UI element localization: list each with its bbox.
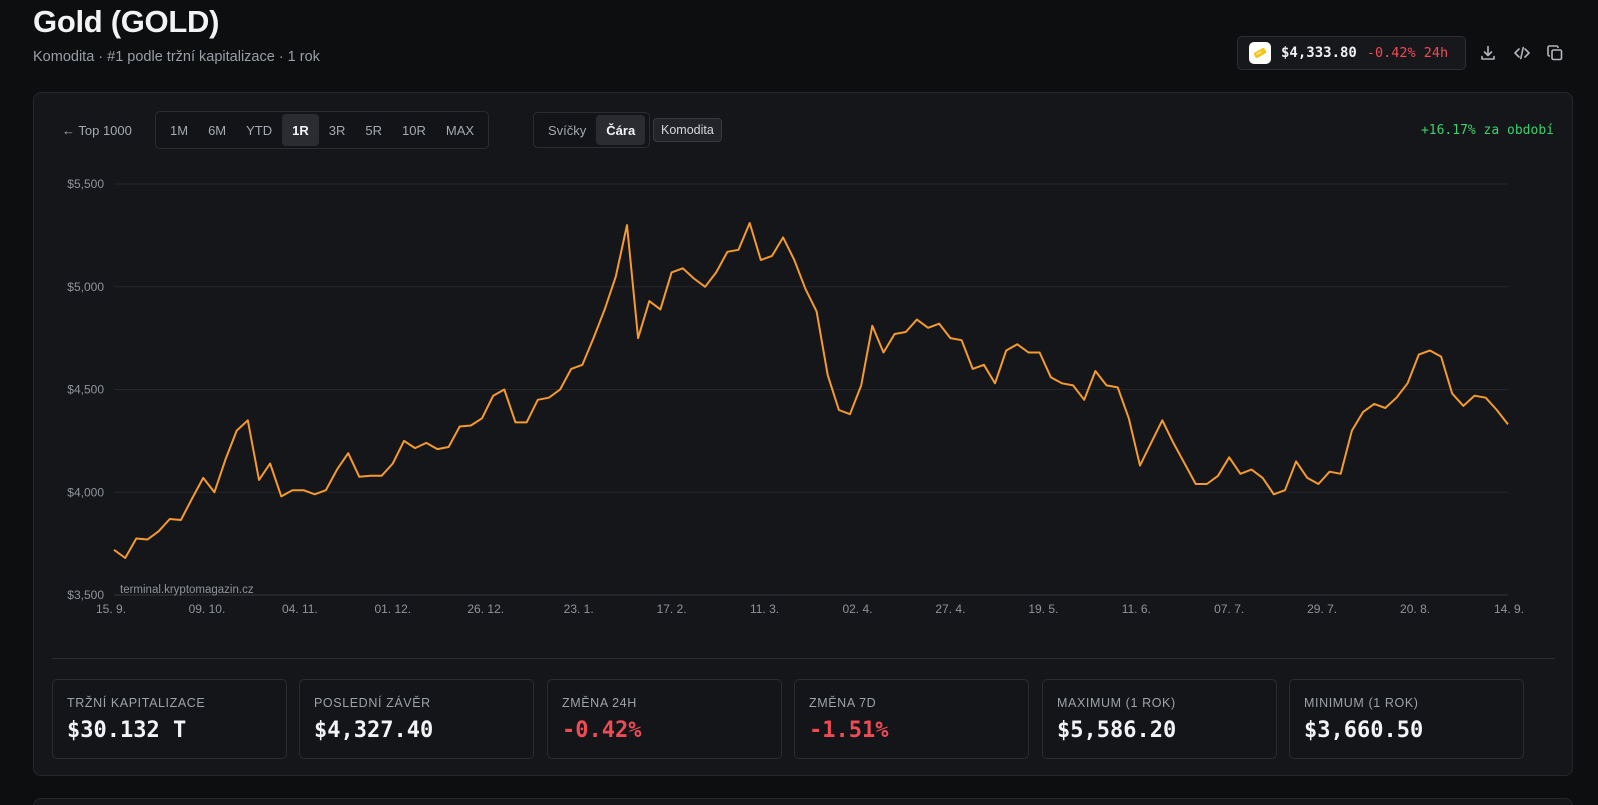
range-button[interactable]: 6M bbox=[208, 122, 227, 138]
x-tick-label: 14. 9. bbox=[1494, 602, 1524, 616]
x-tick-label: 01. 12. bbox=[374, 602, 411, 616]
range-button[interactable]: 5R bbox=[365, 122, 382, 138]
x-tick-label: 07. 7. bbox=[1214, 602, 1244, 616]
stat-tile: ZMĚNA 7D -1.51% bbox=[794, 679, 1029, 759]
x-tick-label: 04. 11. bbox=[282, 602, 318, 616]
stat-value: $3,660.50 bbox=[1304, 718, 1424, 743]
x-tick-label: 29. 7. bbox=[1307, 602, 1337, 616]
x-tick-label: 02. 4. bbox=[842, 602, 872, 616]
x-tick-label: 15. 9. bbox=[96, 602, 126, 616]
x-tick-label: 17. 2. bbox=[657, 602, 687, 616]
x-tick-label: 09. 10. bbox=[189, 602, 226, 616]
download-icon[interactable] bbox=[1476, 41, 1500, 65]
chart-type-candles[interactable]: Svíčky bbox=[548, 122, 587, 138]
x-tick-label: 23. 1. bbox=[564, 602, 594, 616]
range-button[interactable]: 3R bbox=[328, 122, 346, 138]
chart-card: ← Top 1000 1M 6M YTD 1R 3R 5R 10R MAX Sv… bbox=[33, 92, 1573, 776]
page-title: Gold (GOLD) bbox=[33, 4, 220, 39]
x-tick-label: 11. 6. bbox=[1122, 602, 1151, 616]
embed-code-icon[interactable] bbox=[1510, 41, 1534, 65]
stat-value: $30.132 T bbox=[67, 718, 187, 743]
stat-tile: MINIMUM (1 ROK) $3,660.50 bbox=[1289, 679, 1524, 759]
period-change: +16.17% za období bbox=[1420, 123, 1554, 138]
stat-label: ZMĚNA 24H bbox=[562, 696, 637, 710]
stat-tile: TRŽNÍ KAPITALIZACE $30.132 T bbox=[52, 679, 287, 759]
stat-label: POSLEDNÍ ZÁVĚR bbox=[314, 696, 431, 710]
range-button-active[interactable]: 1R bbox=[282, 114, 319, 146]
stat-tile: POSLEDNÍ ZÁVĚR $4,327.40 bbox=[299, 679, 534, 759]
range-button[interactable]: 1M bbox=[170, 122, 189, 138]
chart-watermark: terminal.kryptomagazin.cz bbox=[120, 584, 254, 596]
stat-value: -1.51% bbox=[809, 718, 889, 743]
copy-icon[interactable] bbox=[1543, 41, 1567, 65]
y-tick-label: $3,500 bbox=[67, 588, 104, 602]
price-chart[interactable]: $3,500 $4,000 $4,500 $5,000 $5,500 15. 9. 09.… bbox=[34, 93, 1572, 653]
stat-label: TRŽNÍ KAPITALIZACE bbox=[67, 696, 206, 710]
y-tick-label: $4,500 bbox=[67, 383, 104, 397]
current-price: $4,333.80 bbox=[1281, 45, 1357, 61]
back-to-top-1000-link[interactable]: ← Top 1000 bbox=[62, 123, 132, 138]
range-button[interactable]: MAX bbox=[445, 122, 475, 138]
range-button[interactable]: YTD bbox=[246, 122, 273, 138]
price-line bbox=[113, 222, 1509, 559]
stat-tile: MAXIMUM (1 ROK) $5,586.20 bbox=[1042, 679, 1277, 759]
stat-value: $4,327.40 bbox=[314, 718, 434, 743]
x-tick-label: 11. 3. bbox=[750, 602, 779, 616]
asset-class-badge: Komodita bbox=[653, 118, 722, 142]
divider bbox=[52, 658, 1555, 659]
next-card bbox=[33, 798, 1573, 805]
stat-value: $5,586.20 bbox=[1057, 718, 1177, 743]
range-selector: 1M 6M YTD 1R 3R 5R 10R MAX bbox=[155, 111, 490, 149]
page-subtitle: Komodita · #1 podle tržní kapitalizace ·… bbox=[33, 49, 320, 65]
y-tick-label: $5,500 bbox=[67, 177, 104, 191]
chart-type-line[interactable]: Čára bbox=[596, 115, 646, 145]
stat-tile: ZMĚNA 24H -0.42% bbox=[547, 679, 782, 759]
stat-value: -0.42% bbox=[562, 718, 642, 743]
y-tick-label: $4,000 bbox=[67, 485, 104, 499]
chart-type-selector: Svíčky Čára bbox=[533, 112, 651, 148]
x-tick-label: 20. 8. bbox=[1400, 602, 1430, 616]
stat-label: MAXIMUM (1 ROK) bbox=[1057, 696, 1176, 710]
x-tick-label: 27. 4. bbox=[935, 602, 965, 616]
y-tick-label: $5,000 bbox=[67, 280, 104, 294]
x-tick-label: 19. 5. bbox=[1028, 602, 1058, 616]
price-pill: $4,333.80 -0.42% 24h bbox=[1237, 36, 1466, 70]
x-tick-label: 26. 12. bbox=[467, 602, 504, 616]
stat-label: ZMĚNA 7D bbox=[809, 696, 877, 710]
range-button[interactable]: 10R bbox=[402, 122, 426, 138]
price-change-24h: -0.42% 24h bbox=[1366, 45, 1449, 61]
stat-label: MINIMUM (1 ROK) bbox=[1304, 696, 1419, 710]
gold-bar-icon bbox=[1249, 42, 1271, 64]
